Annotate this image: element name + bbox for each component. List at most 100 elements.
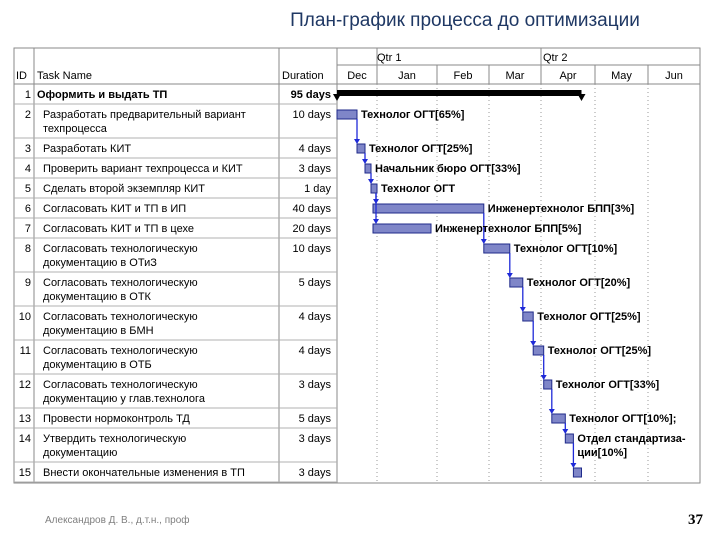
task-table: 1 Оформить и выдать ТП 9 5 days 2 Разработать…: [14, 89, 337, 483]
task-name: документацию: [43, 447, 117, 459]
task-id: 10: [19, 311, 31, 323]
task-bar: [483, 243, 511, 254]
column-header-task: Task Name: [37, 70, 92, 82]
table-border: [13, 47, 701, 484]
task-duration: 20 days: [292, 223, 331, 235]
resource-label: Технолог ОГТ[65%]: [361, 109, 465, 121]
resource-label: Инженертехнолог БПП[3%]: [488, 203, 635, 215]
month-label: Jan: [398, 70, 416, 82]
arrow-head: [506, 273, 513, 278]
task-id: 5: [25, 183, 31, 195]
summary-bar: [337, 90, 582, 96]
gantt-grid: Qtr 1 Qtr 2 Dec Jan Feb Mar Apr May Jun ID Task Na…: [13, 47, 701, 484]
arrow-head: [530, 341, 537, 346]
resource-label: Инженертехнолог БПП[5%]: [435, 223, 582, 235]
task-bar: [522, 311, 534, 322]
resource-label: ции[10%]: [577, 447, 627, 459]
task-id: 3: [25, 143, 31, 155]
arrow-head: [562, 429, 569, 434]
task-bar: [564, 433, 574, 444]
arrow-head: [362, 159, 368, 164]
task-name: Разработать предварительный вариант: [43, 109, 246, 121]
task-bar: [372, 223, 432, 234]
resource-label: Технолог ОГТ[10%];: [569, 413, 676, 425]
month-label: May: [611, 70, 632, 82]
task-id: 9: [25, 277, 31, 289]
task-bar: [370, 183, 378, 194]
task-id: 13: [19, 413, 31, 425]
arrow-head: [373, 219, 379, 224]
task-bar: [509, 277, 524, 288]
month-label: Mar: [506, 70, 525, 82]
page-number: 37: [688, 512, 703, 528]
task-name: документацию в ОТиЗ: [43, 257, 157, 269]
task-duration: 5 days: [299, 277, 332, 289]
task-id: 2: [25, 109, 31, 121]
resource-label: Технолог ОГТ[20%]: [527, 277, 631, 289]
task-bar: [364, 163, 372, 174]
task-duration: 4 days: [299, 143, 332, 155]
task-duration: 3 days: [299, 433, 332, 445]
gantt-bars: [333, 90, 586, 478]
resource-label: Технолог ОГТ[25%]: [537, 311, 641, 323]
arrow-head: [480, 239, 487, 244]
task-id: 4: [25, 163, 31, 175]
summary-cap-left: [333, 94, 341, 101]
quarter-label: Qtr 1: [377, 52, 401, 64]
resource-label: Технолог ОГТ[33%]: [556, 379, 660, 391]
task-duration: 5 days: [299, 413, 332, 425]
arrow-head: [354, 139, 360, 144]
quarter-label: Qtr 2: [543, 52, 567, 64]
arrow-head: [540, 375, 547, 380]
task-name: Проверить вариант техпроцесса и КИТ: [43, 163, 243, 175]
task-name: Оформить и выдать ТП: [37, 89, 167, 101]
task-duration: 3 days: [299, 467, 332, 479]
task-name: Согласовать КИТ и ТП в цехе: [43, 223, 194, 235]
column-header-id: ID: [16, 70, 27, 82]
task-id: 8: [25, 243, 31, 255]
task-bar: [543, 379, 553, 390]
task-bar: [372, 203, 485, 214]
task-id: 1: [25, 89, 31, 101]
task-name: Согласовать технологическую: [43, 277, 198, 289]
task-name: Разработать КИТ: [43, 143, 131, 155]
arrow-head: [519, 307, 526, 312]
task-duration: 4 days: [299, 345, 332, 357]
task-id: 7: [25, 223, 31, 235]
task-duration: 10 days: [292, 243, 331, 255]
task-duration: 1 day: [304, 183, 331, 195]
task-name: Сделать второй экземпляр КИТ: [43, 183, 205, 195]
task-id: 11: [20, 345, 31, 357]
task-duration: 4 days: [299, 311, 332, 323]
task-name: Согласовать КИТ и ТП в ИП: [43, 203, 186, 215]
task-name: Согласовать технологическую: [43, 345, 198, 357]
task-id: 12: [19, 379, 31, 391]
task-bar: [336, 109, 358, 120]
task-name: Провести нормоконтроль ТД: [43, 413, 190, 425]
task-id: 14: [19, 433, 31, 445]
summary-cap-right: [577, 94, 586, 101]
task-duration: 3 days: [299, 163, 332, 175]
task-name: техпроцесса: [43, 123, 108, 135]
task-name: документацию у глав.технолога: [43, 393, 206, 405]
column-header-duration: Duration: [282, 70, 324, 82]
resource-label: Технолог ОГТ[10%]: [514, 243, 618, 255]
resource-label: Начальник бюро ОГТ[33%]: [375, 163, 521, 175]
resource-labels: Технолог ОГТ[65%] Технолог ОГТ[25%] Началь…: [361, 109, 686, 459]
task-duration: 3 days: [299, 379, 332, 391]
month-label: Jun: [665, 70, 683, 82]
task-bar: [572, 467, 583, 478]
task-name: документацию в БМН: [43, 325, 154, 337]
task-id: 6: [25, 203, 31, 215]
task-name: Утвердить технологическую: [43, 433, 186, 445]
task-bar: [356, 143, 366, 154]
resource-label: Технолог ОГТ[25%]: [369, 143, 473, 155]
month-label: Feb: [454, 70, 473, 82]
arrow-head: [548, 409, 555, 414]
resource-label: Технолог ОГТ[25%]: [548, 345, 652, 357]
resource-label: Технолог ОГТ: [381, 183, 455, 195]
resource-label: Отдел стандартиза-: [577, 433, 685, 445]
task-duration: 40 days: [292, 203, 331, 215]
task-name: Внести окончательные изменения в ТП: [43, 467, 245, 479]
